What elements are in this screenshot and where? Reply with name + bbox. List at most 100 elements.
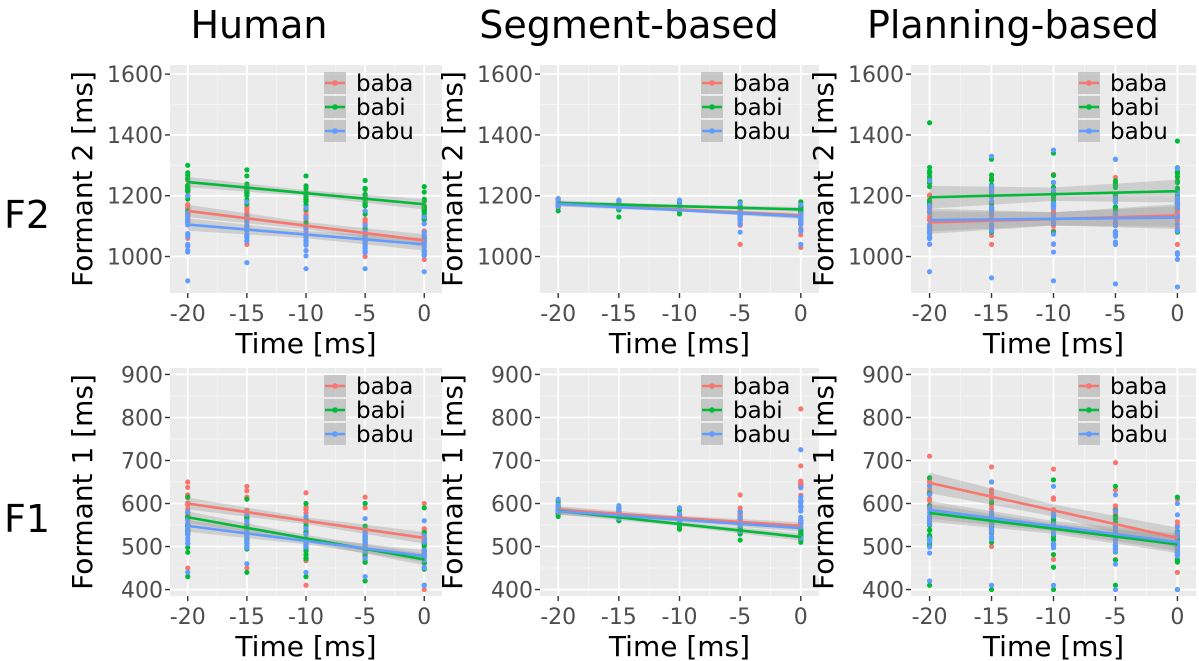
point [185, 182, 191, 188]
point [1050, 201, 1057, 207]
point [1174, 494, 1181, 500]
point [1050, 220, 1057, 226]
point [303, 214, 309, 221]
point [1112, 548, 1119, 554]
point [1174, 284, 1181, 290]
y-tick-label: 600 [121, 493, 163, 518]
point [1112, 487, 1119, 493]
point [185, 569, 191, 575]
y-tick-label: 500 [121, 536, 163, 561]
row-labels: F2 F1 [4, 193, 50, 541]
point [616, 214, 622, 220]
y-tick-label: 500 [862, 536, 904, 561]
point [1050, 147, 1057, 153]
point [1174, 241, 1181, 247]
point [737, 537, 743, 543]
point [244, 569, 250, 575]
point [185, 216, 191, 222]
point [421, 256, 427, 263]
point [798, 484, 804, 491]
point [988, 223, 995, 229]
point [737, 509, 743, 515]
point [1112, 178, 1119, 184]
point [1174, 553, 1181, 559]
point [988, 499, 995, 506]
point [926, 538, 933, 544]
point [1050, 545, 1057, 551]
legend-label-babi: babi [733, 398, 783, 424]
fit-line-babi [187, 515, 425, 561]
x-tick-label: 0 [1170, 302, 1184, 327]
legend-label-baba: baba [1110, 374, 1167, 400]
point [1050, 187, 1057, 193]
y-axis-label: Formant 2 [ms] [807, 71, 840, 287]
point [1174, 530, 1181, 536]
y-tick-label: 900 [491, 363, 533, 388]
point [244, 488, 250, 494]
point [988, 464, 995, 470]
x-tick-label: -20 [912, 605, 948, 630]
point [185, 530, 191, 536]
point [185, 187, 191, 193]
point [185, 231, 191, 237]
x-tick-label: -15 [229, 605, 265, 630]
legend-key-point [332, 80, 338, 86]
x-axis-label: Time [ms] [234, 327, 376, 360]
point [421, 189, 427, 195]
point [244, 483, 250, 489]
point [1112, 281, 1119, 287]
point [1050, 205, 1057, 211]
point [421, 229, 427, 236]
point [1174, 228, 1181, 234]
fit-line-babu [187, 223, 425, 246]
point [737, 221, 743, 227]
x-tick-label: -5 [1104, 302, 1126, 327]
x-axis-label: Time [ms] [234, 630, 376, 661]
x-tick-label: -20 [170, 605, 206, 630]
point [1112, 503, 1119, 509]
point [926, 183, 933, 190]
column-title-planning-based: Planning-based [867, 3, 1159, 47]
fit-line-babu [187, 524, 425, 558]
point [798, 463, 804, 469]
fit-line-babi [929, 511, 1178, 546]
point [926, 492, 933, 498]
point [1174, 524, 1181, 530]
point [1112, 557, 1119, 563]
x-axis-label: Time [ms] [982, 630, 1124, 661]
point [421, 539, 427, 545]
point [1112, 483, 1119, 489]
point [185, 509, 191, 515]
point [303, 248, 309, 254]
point [185, 484, 191, 491]
point [737, 505, 743, 511]
point [421, 233, 427, 239]
point [926, 578, 933, 584]
point [988, 543, 995, 550]
point [303, 226, 309, 232]
legend-key-point [332, 383, 338, 389]
point [244, 210, 250, 216]
point [798, 216, 804, 223]
point [421, 505, 427, 511]
fit-line-baba [187, 209, 425, 242]
y-tick-label: 1000 [107, 246, 163, 271]
point [185, 544, 191, 551]
point [1050, 540, 1057, 547]
y-tick-label: 400 [862, 579, 904, 604]
y-tick-label: 1400 [848, 124, 904, 149]
x-tick-label: -10 [662, 302, 698, 327]
point [362, 208, 368, 214]
point [926, 527, 933, 533]
point [555, 208, 561, 214]
point [362, 515, 368, 522]
point [362, 505, 368, 511]
point [421, 500, 427, 507]
legend-label-baba: baba [733, 374, 790, 400]
